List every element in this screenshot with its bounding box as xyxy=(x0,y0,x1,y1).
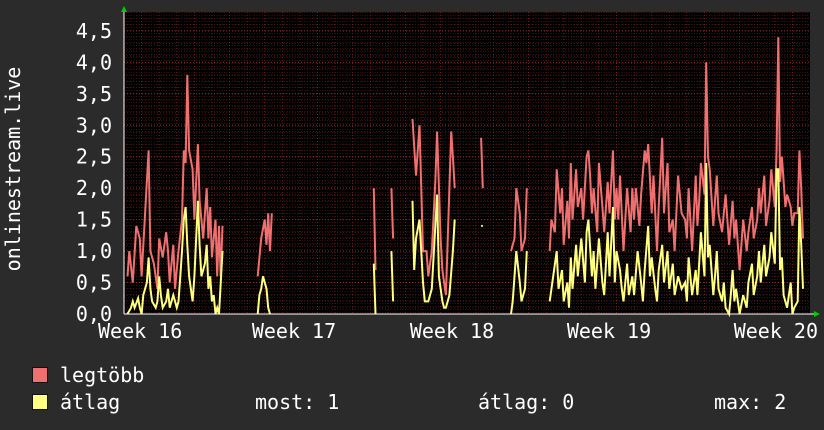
series-max-line xyxy=(548,37,804,271)
y-axis-arrow xyxy=(121,6,127,12)
series-avg-line xyxy=(256,276,271,315)
y-axis-label: onlinestream.live xyxy=(1,67,25,272)
y-tick-label: 3,5 xyxy=(76,82,112,106)
series-avg-line xyxy=(390,251,395,302)
stat-avg: átlag: 0 xyxy=(478,390,575,414)
series-max-line xyxy=(256,213,273,277)
series-max-line xyxy=(390,188,395,239)
y-tick-label: 2,5 xyxy=(76,145,112,169)
y-tick-label: 0,0 xyxy=(76,302,112,326)
x-tick-label: Week 17 xyxy=(252,319,336,343)
series-max-line xyxy=(126,74,224,289)
series-avg-line xyxy=(372,263,377,315)
y-tick-label: 4,0 xyxy=(76,50,112,74)
stat-now: most: 1 xyxy=(255,390,340,414)
series-avg-line xyxy=(510,250,528,315)
series-max-line xyxy=(480,137,484,189)
legend-avg-swatch xyxy=(32,394,48,410)
stat-max: max: 2 xyxy=(714,390,787,414)
legend-max-label: legtöbb xyxy=(60,363,145,387)
y-tick-label: 0,5 xyxy=(76,271,112,295)
series-avg-line xyxy=(411,194,456,309)
x-tick-label: Week 19 xyxy=(567,319,651,343)
x-tick-label: Week 18 xyxy=(410,319,494,343)
series-avg-line xyxy=(126,200,224,315)
legend-max-swatch xyxy=(32,367,48,383)
legend-avg-label: átlag xyxy=(60,390,121,414)
series-max-line xyxy=(510,188,528,252)
x-tick-label: Week 20 xyxy=(734,319,818,343)
y-tick-label: 1,0 xyxy=(76,239,112,263)
x-tick-label: Week 16 xyxy=(98,319,182,343)
y-tick-label: 3,0 xyxy=(76,113,112,137)
y-tick-label: 4,5 xyxy=(76,19,112,43)
series-max-line xyxy=(372,188,377,271)
series-max-line xyxy=(411,118,456,296)
y-tick-label: 1,5 xyxy=(76,208,112,232)
series-avg-line xyxy=(548,162,804,318)
legend-max: legtöbb xyxy=(32,363,144,387)
x-axis-arrow xyxy=(814,311,820,317)
legend-avg: átlag xyxy=(32,390,120,414)
y-tick-label: 2,0 xyxy=(76,176,112,200)
